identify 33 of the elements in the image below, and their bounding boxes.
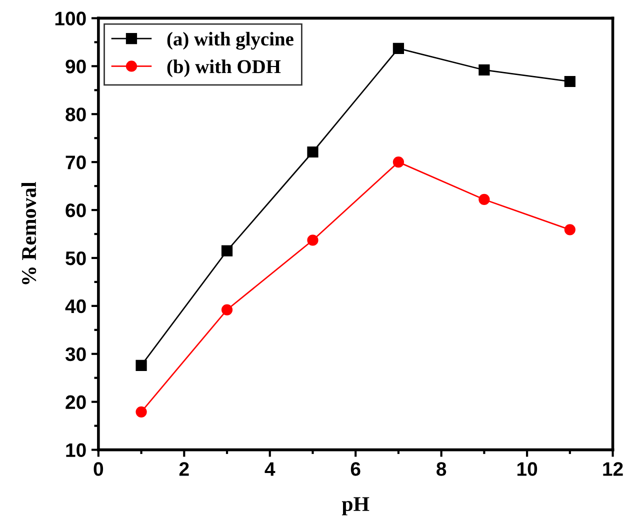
y-tick-label: 80 bbox=[66, 108, 86, 122]
x-tick-label: 2 bbox=[179, 462, 189, 476]
x-tick-label: 12 bbox=[603, 462, 623, 476]
point bbox=[564, 224, 576, 236]
point bbox=[221, 245, 233, 256]
x-tick-label: 6 bbox=[350, 462, 360, 476]
point bbox=[392, 156, 404, 168]
y-tick-label: 40 bbox=[65, 299, 86, 314]
y-tick-label: 60 bbox=[66, 203, 86, 218]
y-tick-label: 50 bbox=[66, 251, 86, 266]
y-tick-label: 10 bbox=[66, 443, 86, 458]
legend-label: (a) with glycine bbox=[167, 32, 294, 50]
y-tick-label: 100 bbox=[55, 12, 86, 26]
x-tick-label: 4 bbox=[264, 462, 276, 476]
point bbox=[478, 194, 490, 206]
y-axis-title: % Removal bbox=[21, 182, 36, 284]
y-tick-label: 30 bbox=[65, 347, 86, 362]
y-tick-label: 20 bbox=[66, 395, 86, 410]
point bbox=[136, 360, 147, 371]
x-tick-label: 10 bbox=[517, 462, 538, 476]
point bbox=[478, 64, 490, 76]
point bbox=[392, 42, 404, 54]
legend-label: (b) with ODH bbox=[167, 60, 281, 78]
point bbox=[307, 146, 318, 158]
x-tick-label: 0 bbox=[94, 462, 104, 476]
point bbox=[564, 76, 576, 88]
x-axis-title: pH bbox=[342, 497, 370, 516]
y-tick-label: 90 bbox=[66, 60, 86, 74]
point bbox=[307, 234, 318, 246]
x-tick-label: 8 bbox=[436, 462, 446, 476]
point bbox=[136, 406, 147, 418]
point bbox=[221, 304, 233, 316]
y-tick-label: 70 bbox=[66, 156, 86, 170]
